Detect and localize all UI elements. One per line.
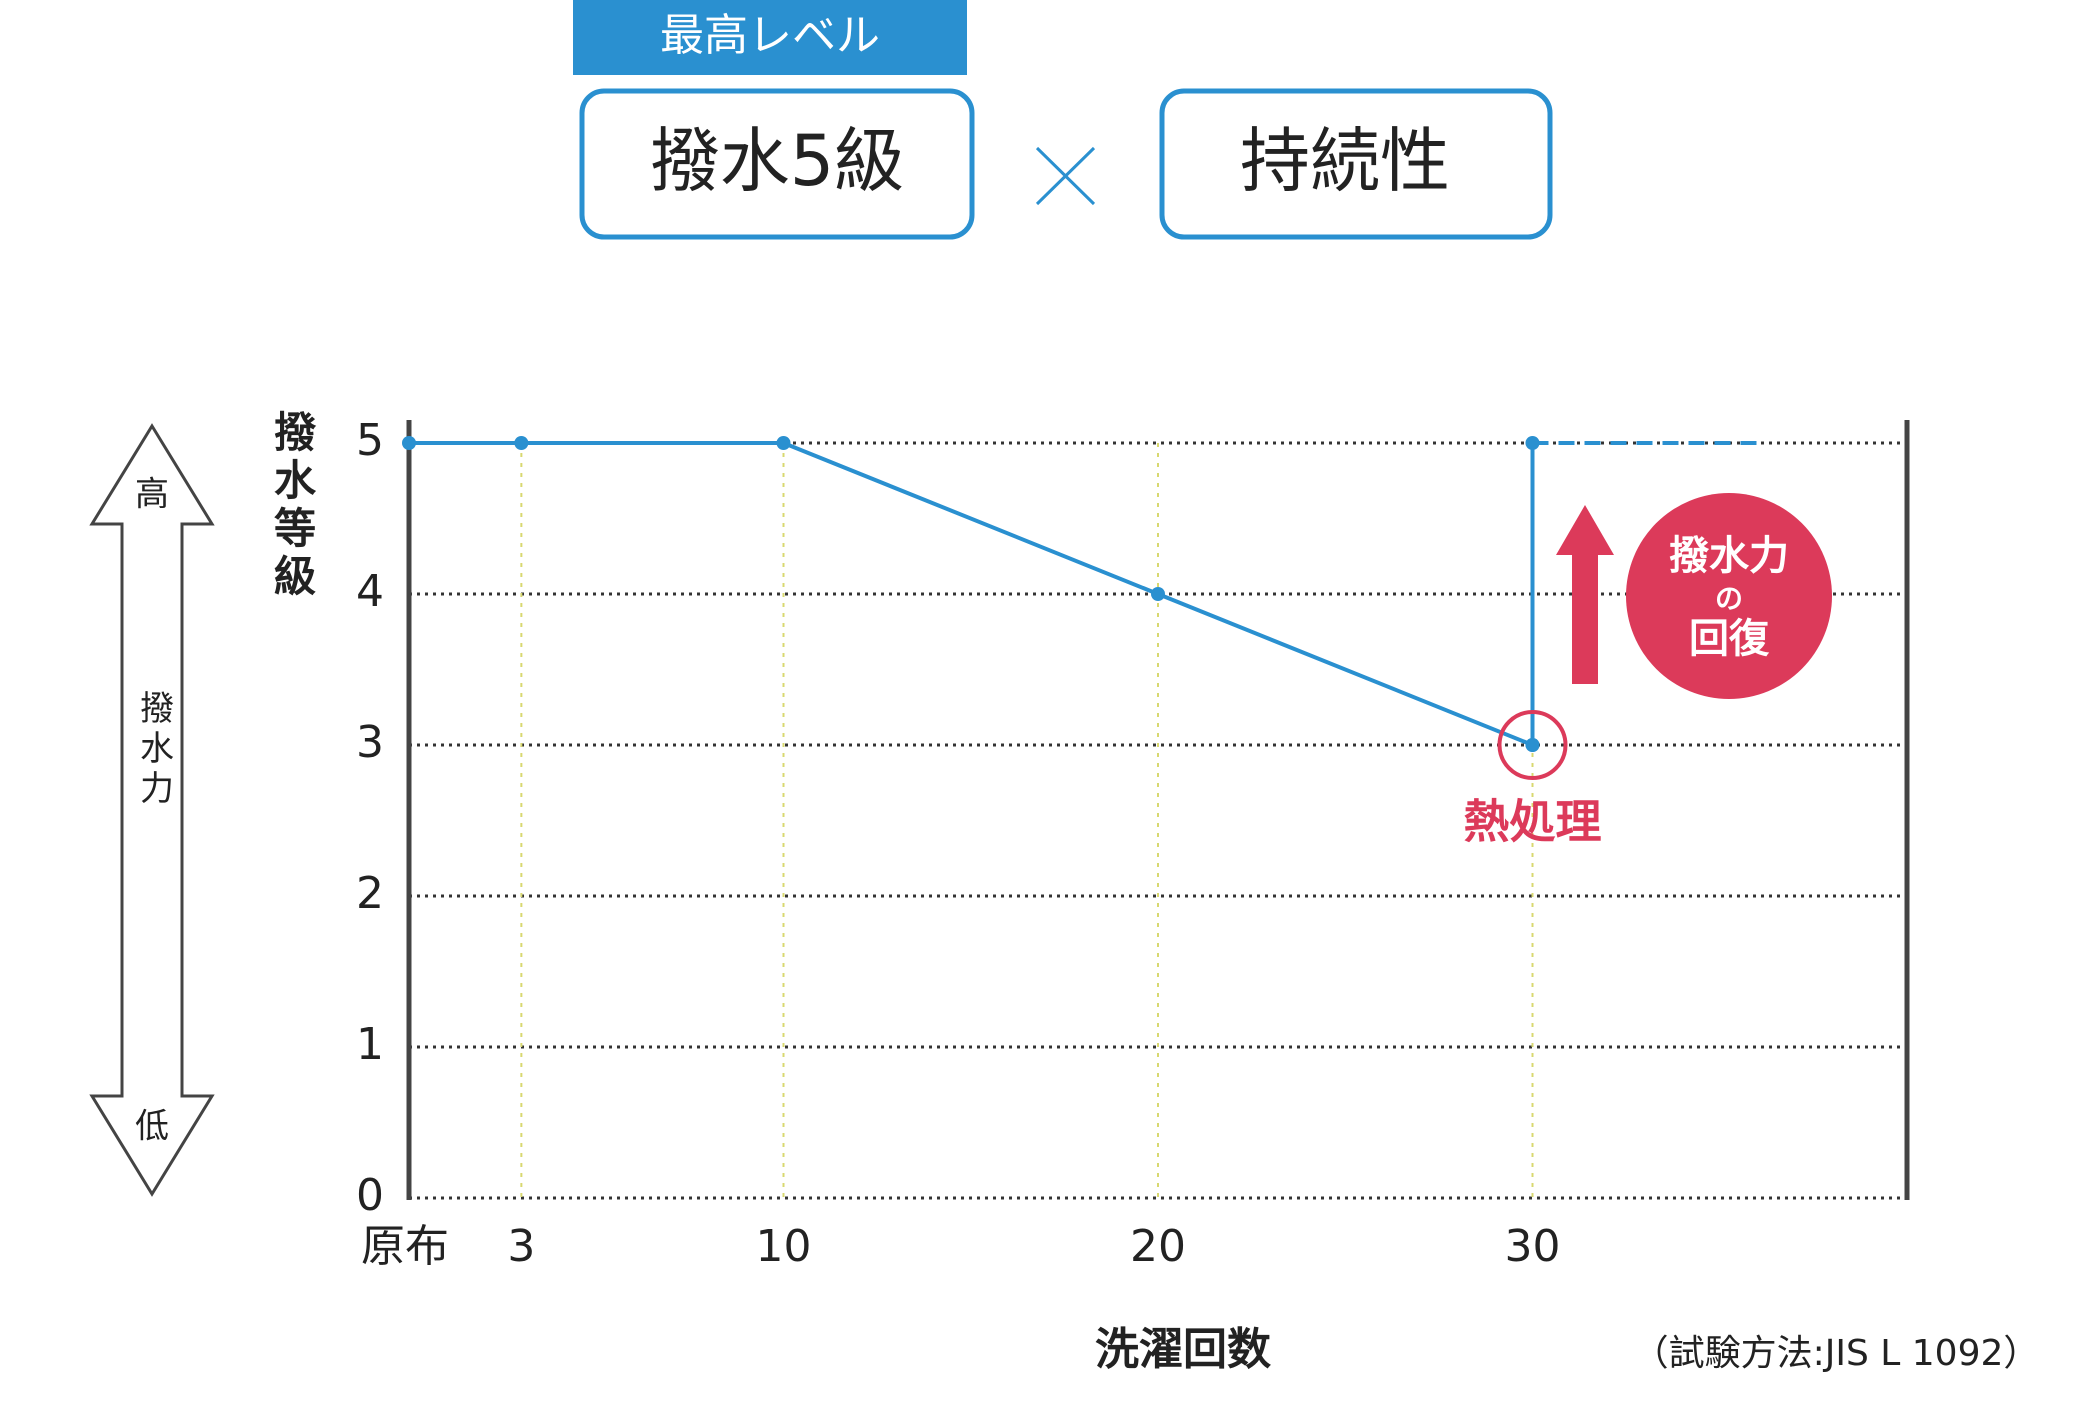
x-tick-label: 10	[756, 1221, 812, 1272]
x-tick-label: 20	[1130, 1221, 1186, 1272]
times	[1035, 146, 1096, 206]
y-tick-label: 0	[356, 1170, 384, 1221]
point	[402, 436, 416, 450]
highlight-ring	[1497, 710, 1568, 780]
point	[514, 436, 529, 450]
x-tick-label: 30	[1505, 1221, 1561, 1272]
scale-low: 低	[135, 1107, 169, 1147]
badge	[1626, 493, 1832, 699]
y-axis-title: 撥水等級	[268, 410, 317, 602]
y-tick-label: 4	[356, 566, 384, 617]
annotation: 熱処理	[1464, 795, 1602, 849]
y-tick-label: 2	[356, 868, 384, 919]
box-label: 持続性	[1240, 120, 1450, 202]
point	[776, 436, 791, 450]
y-tick-label: 5	[356, 415, 384, 466]
badge-text: 回復	[1689, 616, 1770, 662]
badge-text: 撥水力	[1669, 533, 1789, 579]
box	[1159, 88, 1553, 240]
x-tick-label: 3	[507, 1221, 535, 1272]
scale-arrow	[89, 423, 215, 1197]
recovery-arrow	[1556, 505, 1614, 684]
scale-middle: 撥水力	[134, 690, 174, 810]
badge-text: の	[1715, 582, 1743, 615]
note: （試験方法:JIS L 1092）	[1633, 1333, 2040, 1374]
x-tick-label: 原布	[361, 1221, 449, 1272]
y-tick-label: 3	[356, 717, 384, 768]
y-tick-label: 1	[356, 1019, 384, 1070]
point	[1525, 738, 1540, 752]
tag: 最高レベル	[660, 10, 880, 61]
tag-bg	[573, 0, 967, 75]
x-axis-title: 洗濯回数	[1095, 1324, 1271, 1375]
scale-high: 高	[135, 475, 169, 515]
point	[1151, 587, 1165, 601]
box	[579, 88, 975, 240]
box-label: 撥水5級	[650, 120, 905, 202]
